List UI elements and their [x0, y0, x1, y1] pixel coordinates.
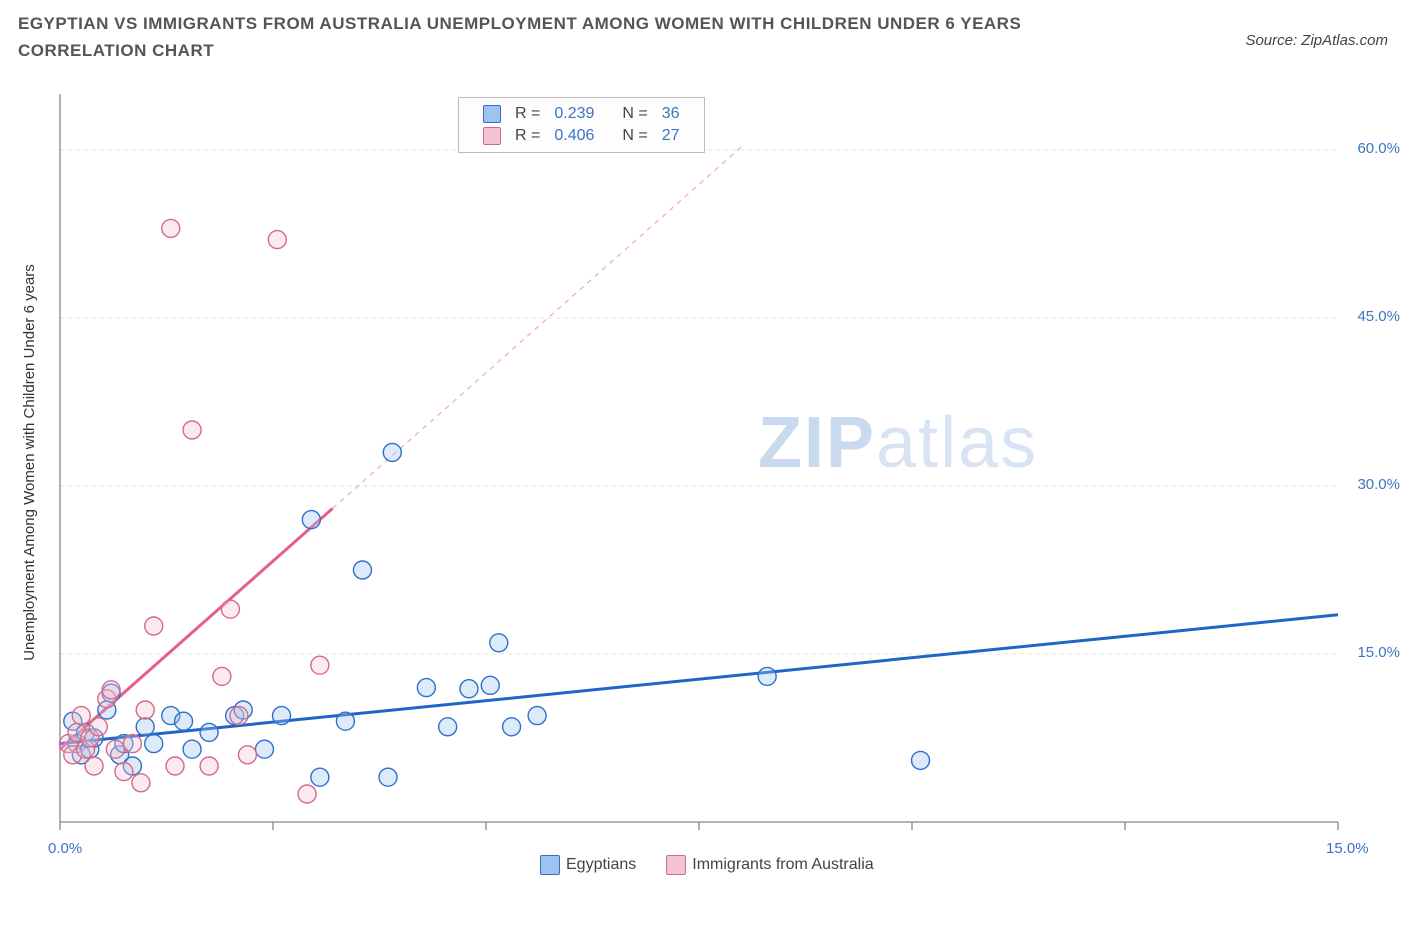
- y-axis-title: Unemployment Among Women with Children U…: [14, 92, 44, 832]
- stat-n-value: 27: [656, 126, 686, 146]
- y-tick-label: 30.0%: [1357, 476, 1400, 493]
- y-tick-label: 15.0%: [1357, 644, 1400, 661]
- stat-r-label: R =: [509, 104, 546, 124]
- legend-swatch: [666, 855, 686, 875]
- y-tick-label: 45.0%: [1357, 308, 1400, 325]
- stat-r-label: R =: [509, 126, 546, 146]
- x-tick-label: 15.0%: [1326, 840, 1369, 857]
- stat-r-value: 0.239: [548, 104, 600, 124]
- legend-swatch: [540, 855, 560, 875]
- legend-swatch: [483, 127, 501, 145]
- correlation-stats-box: R =0.239 N =36 R =0.406 N =27: [458, 97, 705, 153]
- stat-r-value: 0.406: [548, 126, 600, 146]
- chart-title: EGYPTIAN VS IMMIGRANTS FROM AUSTRALIA UN…: [18, 10, 1118, 64]
- source-attribution: Source: ZipAtlas.com: [1245, 32, 1388, 49]
- stat-n-value: 36: [656, 104, 686, 124]
- stat-n-label: N =: [616, 104, 653, 124]
- legend-item: Egyptians: [540, 855, 636, 875]
- x-tick-label: 0.0%: [48, 840, 82, 857]
- legend: Egyptians Immigrants from Australia: [540, 855, 874, 875]
- y-tick-label: 60.0%: [1357, 140, 1400, 157]
- legend-item: Immigrants from Australia: [666, 855, 873, 875]
- legend-swatch: [483, 105, 501, 123]
- scatter-plot: ZIPatlas R =0.239N =36R =0.406N =27 15.0…: [58, 92, 1378, 832]
- stat-n-label: N =: [616, 126, 653, 146]
